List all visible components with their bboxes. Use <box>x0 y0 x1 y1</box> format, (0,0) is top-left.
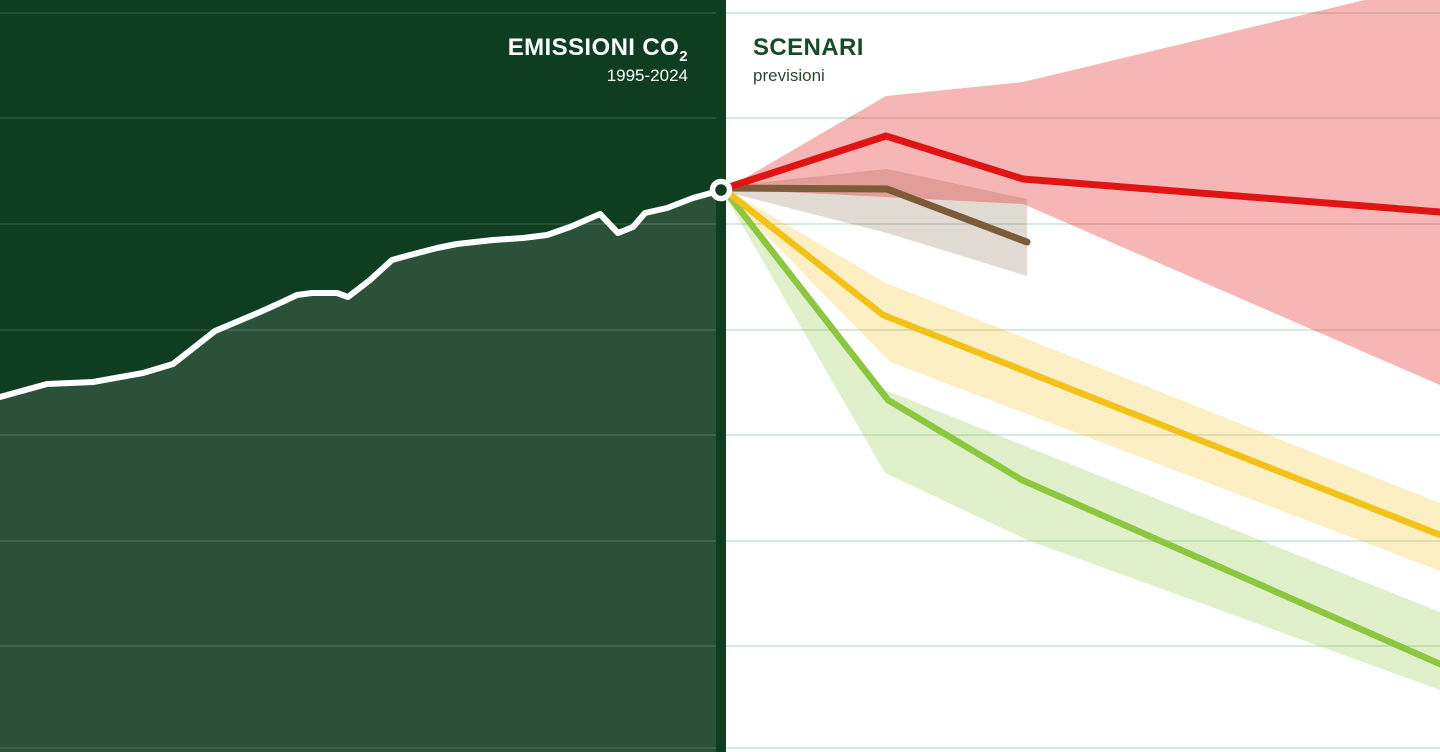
scenario-band-brown <box>726 169 1027 276</box>
scenario-line-red <box>722 132 1440 216</box>
left-panel-title-subscript: 2 <box>679 47 688 65</box>
scenario-line-brown <box>722 184 1031 246</box>
junction-marker-ring <box>709 178 733 202</box>
left-panel-period: 1995-2024 <box>606 66 688 86</box>
junction-marker-inner <box>715 184 727 196</box>
scenario-band-yellow <box>726 189 1440 571</box>
left-panel-header: EMISSIONI CO2 1995-2024 <box>507 34 688 86</box>
scenario-line-yellow <box>722 187 1440 539</box>
panel-divider <box>716 0 726 752</box>
left-panel-title: EMISSIONI CO2 <box>507 34 688 63</box>
historical-line <box>0 187 725 400</box>
right-panel-subtitle: previsioni <box>753 66 825 86</box>
scenario-band-green <box>726 191 1440 690</box>
scenario-band-red <box>726 0 1440 385</box>
right-panel-title: SCENARI <box>753 34 864 61</box>
scenario-line-green <box>722 188 1440 668</box>
right-panel-header: SCENARI previsioni <box>753 34 864 86</box>
historical-area <box>0 190 726 752</box>
left-panel-title-text: EMISSIONI CO <box>507 34 680 61</box>
